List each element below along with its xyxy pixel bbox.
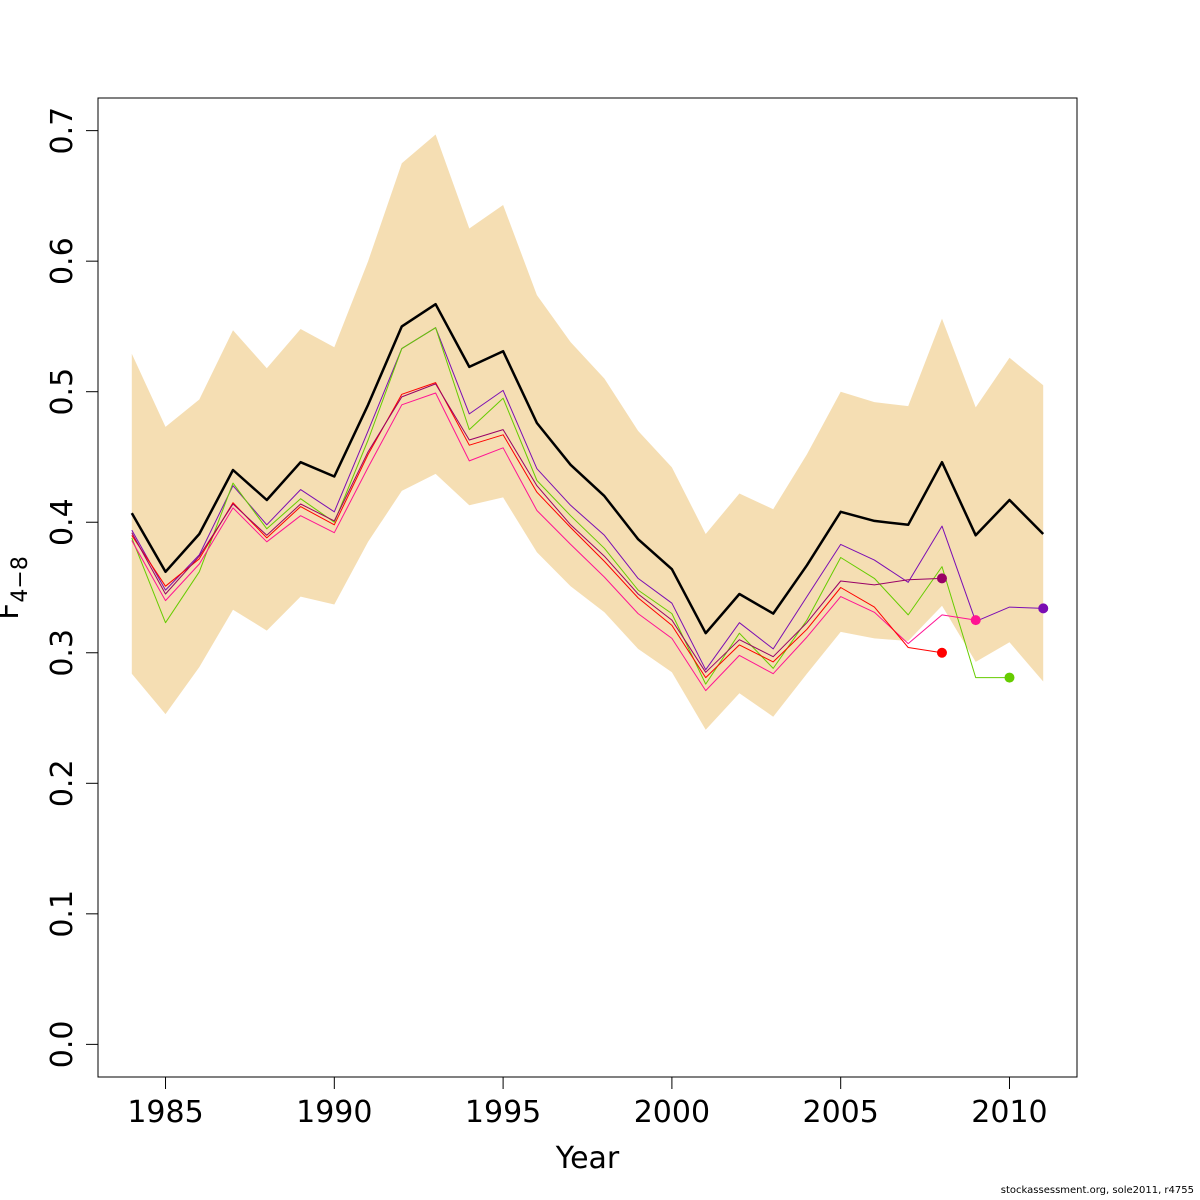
- y-axis-title-subscript: 4−8: [8, 556, 33, 602]
- series-endpoint-2: [1004, 672, 1015, 683]
- series-line-2: [131, 327, 1010, 685]
- y-axis: 0.0 0.1 0.2 0.3 0.4 0.5 0.6 0.7: [45, 107, 99, 1069]
- series-line-0: [130, 302, 1045, 635]
- y-tick-label: 0.5: [45, 368, 80, 416]
- y-tick-label: 0.0: [45, 1021, 80, 1069]
- x-axis: 1985 1990 1995 2000 2005 2010: [127, 1076, 1048, 1130]
- y-axis-title-main: F: [0, 603, 26, 620]
- y-tick-label: 0.2: [45, 759, 80, 807]
- series-line-4: [131, 382, 943, 679]
- confidence-band-area: [131, 134, 1044, 730]
- x-tick-label: 1990: [296, 1095, 372, 1130]
- footer-credit: stockassessment.org, sole2011, r4755: [1000, 1185, 1194, 1196]
- series-line-3: [131, 392, 976, 692]
- y-axis-title: F4−8: [0, 556, 33, 620]
- y-tick-label: 0.4: [45, 498, 80, 546]
- series-endpoint-3: [970, 615, 981, 626]
- series-endpoints: [936, 573, 1049, 683]
- series-lines: [130, 302, 1045, 692]
- x-tick-label: 1995: [465, 1095, 541, 1130]
- series-line-1: [131, 327, 1044, 671]
- x-tick-label: 2005: [803, 1095, 879, 1130]
- series-endpoint-1: [1038, 603, 1049, 614]
- y-tick-label: 0.6: [45, 237, 80, 285]
- y-tick-label: 0.3: [45, 629, 80, 677]
- y-tick-label: 0.1: [45, 890, 80, 938]
- series-endpoint-4: [936, 647, 947, 658]
- y-tick-label: 0.7: [45, 107, 80, 155]
- x-axis-title: Year: [555, 1141, 620, 1176]
- series-endpoint-5: [936, 573, 947, 584]
- confidence-band: [131, 134, 1044, 730]
- series-line-5: [131, 383, 943, 673]
- x-tick-label: 2010: [971, 1095, 1047, 1130]
- x-tick-label: 1985: [127, 1095, 203, 1130]
- x-tick-label: 2000: [634, 1095, 710, 1130]
